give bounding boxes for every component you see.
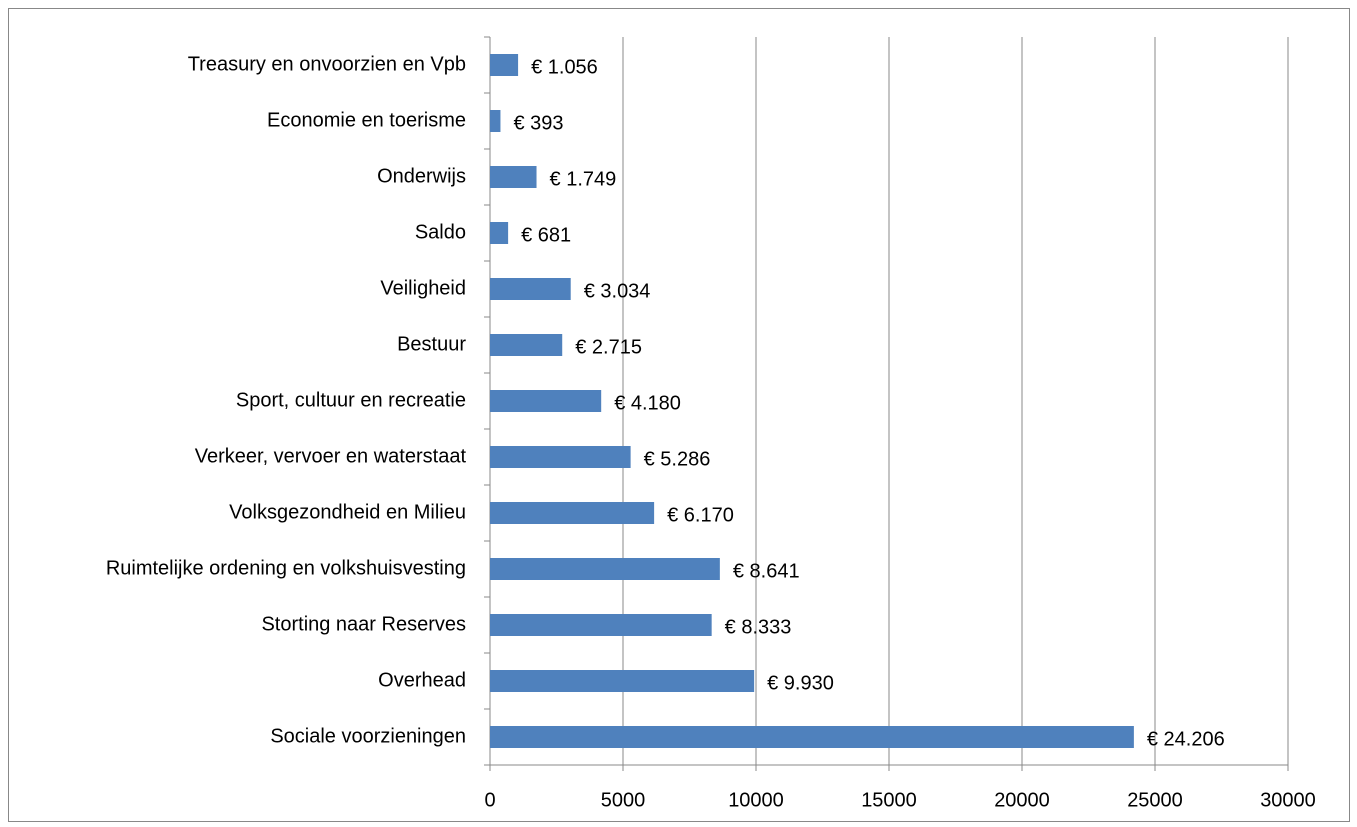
y-tick-label: Sport, cultuur en recreatie	[236, 389, 466, 411]
y-tick-label: Veiligheid	[380, 277, 466, 299]
value-label: € 8.333	[725, 616, 792, 638]
value-label: € 6.170	[667, 504, 734, 526]
bar	[490, 166, 537, 188]
bar	[490, 614, 712, 636]
y-tick-label: Sociale voorzieningen	[270, 725, 466, 747]
bar	[490, 54, 519, 76]
bar	[490, 110, 501, 132]
value-label: € 1.749	[550, 168, 617, 190]
bar	[490, 278, 571, 300]
value-label: € 8.641	[733, 560, 800, 582]
y-tick-label: Storting naar Reserves	[261, 613, 466, 635]
value-label: € 393	[513, 112, 563, 134]
y-tick-label: Bestuur	[397, 333, 466, 355]
value-label: € 681	[521, 224, 571, 246]
x-tick-label: 20000	[994, 789, 1050, 811]
bar	[490, 502, 655, 524]
value-label: € 3.034	[584, 280, 651, 302]
x-tick-label: 10000	[728, 789, 784, 811]
y-tick-label: Overhead	[378, 669, 466, 691]
y-tick-label: Ruimtelijke ordening en volkshuisvesting	[106, 557, 466, 579]
x-tick-label: 5000	[601, 789, 646, 811]
value-label: € 1.056	[531, 56, 598, 78]
x-tick-label: 0	[484, 789, 495, 811]
bar	[490, 334, 563, 356]
bar	[490, 670, 755, 692]
y-tick-label: Onderwijs	[377, 165, 466, 187]
value-label: € 2.715	[575, 336, 642, 358]
value-label: € 4.180	[614, 392, 681, 414]
bar	[490, 446, 631, 468]
bar	[490, 222, 509, 244]
x-tick-label: 30000	[1260, 789, 1316, 811]
x-tick-label: 25000	[1127, 789, 1183, 811]
bar	[490, 390, 602, 412]
bar	[490, 726, 1134, 748]
value-label: € 24.206	[1147, 728, 1225, 750]
y-tick-label: Economie en toerisme	[267, 109, 466, 131]
y-tick-label: Treasury en onvoorzien en Vpb	[188, 53, 466, 75]
value-label: € 9.930	[767, 672, 834, 694]
x-tick-label: 15000	[861, 789, 917, 811]
value-label: € 5.286	[644, 448, 711, 470]
y-tick-label: Saldo	[415, 221, 466, 243]
y-tick-label: Verkeer, vervoer en waterstaat	[195, 445, 467, 467]
bar	[490, 558, 720, 580]
chart-border	[8, 8, 1350, 822]
y-tick-label: Volksgezondheid en Milieu	[229, 501, 466, 523]
